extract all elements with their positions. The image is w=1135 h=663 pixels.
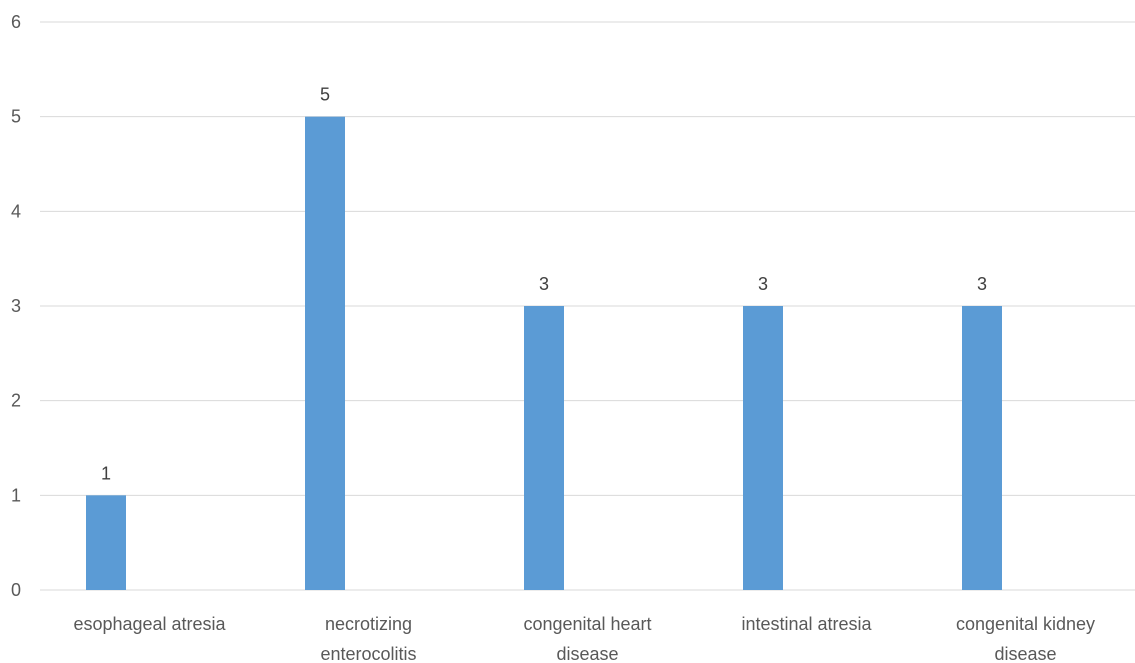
- category-label-line: enterocolitis: [320, 644, 416, 663]
- y-tick-label: 6: [11, 12, 21, 32]
- data-labels: 1 5 3 3 3: [101, 85, 987, 484]
- bar: [86, 495, 126, 590]
- category-label: congenital kidney disease: [956, 614, 1095, 663]
- y-tick-label: 5: [11, 107, 21, 127]
- y-tick-label: 1: [11, 485, 21, 505]
- data-label: 3: [539, 274, 549, 294]
- bar: [524, 306, 564, 590]
- y-axis-tick-labels: 0 1 2 3 4 5 6: [11, 12, 21, 600]
- bar: [305, 116, 345, 591]
- gridlines: [40, 21, 1135, 591]
- category-label-line: esophageal atresia: [73, 614, 226, 634]
- data-label: 3: [977, 274, 987, 294]
- bar: [962, 306, 1002, 590]
- category-label-line: disease: [994, 644, 1056, 663]
- category-label-line: disease: [556, 644, 618, 663]
- category-label: intestinal atresia: [741, 614, 872, 634]
- data-label: 5: [320, 85, 330, 105]
- bar: [743, 306, 783, 590]
- y-tick-label: 3: [11, 296, 21, 316]
- category-label-line: necrotizing: [325, 614, 412, 634]
- category-label: necrotizing enterocolitis: [320, 614, 416, 663]
- category-label-line: congenital kidney: [956, 614, 1095, 634]
- category-label-line: intestinal atresia: [741, 614, 872, 634]
- data-label: 3: [758, 274, 768, 294]
- category-label: congenital heart disease: [523, 614, 651, 663]
- y-tick-label: 4: [11, 201, 21, 221]
- data-label: 1: [101, 463, 111, 483]
- y-tick-label: 2: [11, 391, 21, 411]
- category-label: esophageal atresia: [73, 614, 226, 634]
- bars: [86, 116, 1002, 591]
- category-labels: esophageal atresia necrotizing enterocolit…: [73, 614, 1095, 663]
- category-label-line: congenital heart: [523, 614, 651, 634]
- y-tick-label: 0: [11, 580, 21, 600]
